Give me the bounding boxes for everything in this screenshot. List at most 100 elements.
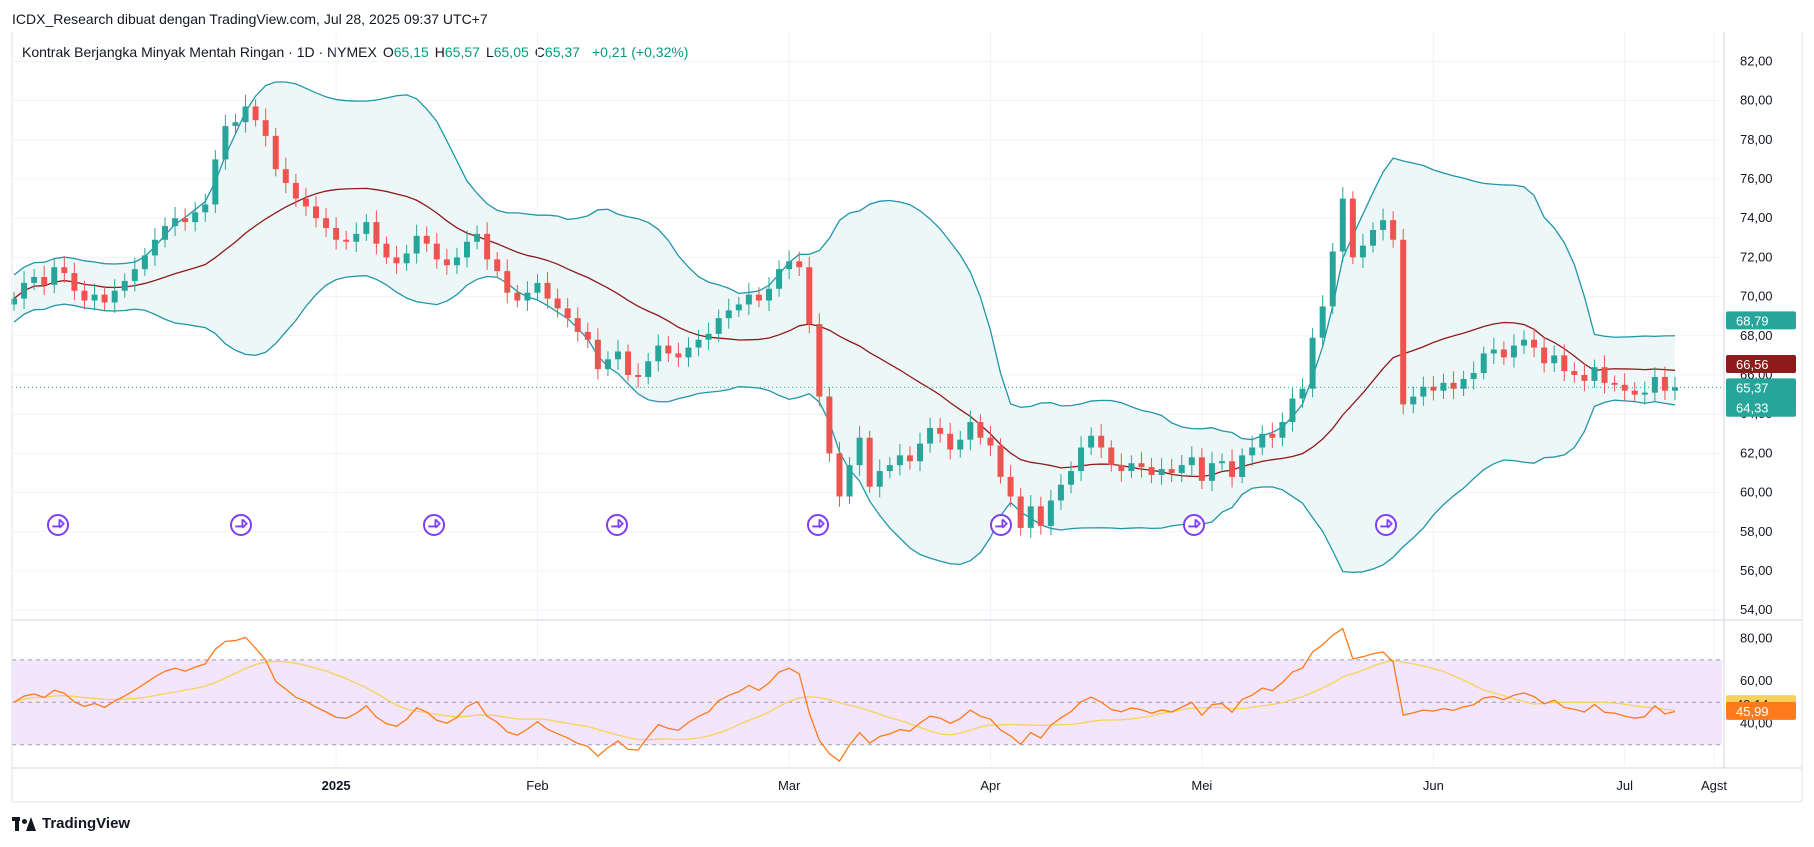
middle-band-line <box>13 187 1676 478</box>
candle-body <box>514 292 521 301</box>
price-tick-label: 58,00 <box>1740 524 1773 539</box>
candle-body <box>383 243 390 258</box>
open-value: 65,15 <box>393 44 429 60</box>
dividend-arrow-icon <box>1183 514 1205 536</box>
candle-body <box>1601 367 1608 383</box>
candle-body <box>504 271 511 293</box>
tradingview-logo[interactable]: TradingView <box>12 815 130 832</box>
candle-body <box>1027 506 1034 528</box>
candle-body <box>1591 367 1598 381</box>
candle-body <box>1339 198 1346 252</box>
candle-body <box>745 294 752 305</box>
candle-body <box>1561 355 1568 372</box>
candle-body <box>584 331 591 340</box>
candle-body <box>776 269 783 289</box>
candle-body <box>1521 339 1527 346</box>
candle-body <box>111 290 118 303</box>
candle-body <box>645 361 652 377</box>
candle-body <box>1289 398 1296 423</box>
low-value: 65,05 <box>493 44 529 60</box>
rsi-pane <box>12 627 1722 763</box>
candle-body <box>21 282 28 299</box>
rsi-tick-label: 60,00 <box>1740 673 1773 688</box>
candle-body <box>524 292 531 301</box>
candle-body <box>766 288 772 301</box>
price-label-box <box>1726 355 1796 374</box>
candle-body <box>856 437 863 466</box>
candle-body <box>323 218 330 228</box>
candle-body <box>413 235 420 254</box>
candle-body <box>232 122 239 127</box>
candle-body <box>1249 447 1256 456</box>
event-marker-ring <box>1183 514 1205 536</box>
candle-body <box>1098 435 1105 448</box>
high-value: 65,57 <box>444 44 480 60</box>
candle-body <box>886 465 893 472</box>
candle-body <box>1219 461 1225 464</box>
candle-body <box>31 277 38 283</box>
dividend-arrow-icon <box>1375 514 1397 536</box>
price-tick-label: 78,00 <box>1740 132 1773 147</box>
dividend-arrow-icon <box>423 514 445 536</box>
candle-body <box>1359 245 1366 258</box>
candle-body <box>1390 220 1397 240</box>
price-tick-label: 62,00 <box>1740 445 1773 460</box>
candle-body <box>1118 465 1125 472</box>
candle-body <box>876 471 883 487</box>
candle-body <box>172 218 179 227</box>
candle-body <box>675 353 682 358</box>
candle-body <box>1037 506 1044 526</box>
bollinger-bands <box>12 81 1722 574</box>
candle-body <box>393 257 400 264</box>
candle-body <box>917 443 923 462</box>
open-label: O <box>382 44 394 60</box>
candle-body <box>796 261 803 268</box>
event-marker-arrow <box>235 518 248 529</box>
event-markers <box>47 514 1397 536</box>
candle-body <box>1661 376 1668 391</box>
candle-body <box>1672 387 1678 391</box>
time-tick-label: Agst <box>1701 778 1727 793</box>
time-tick-label: Feb <box>526 778 548 793</box>
event-marker-arrow <box>611 518 624 529</box>
candle-body <box>1450 382 1457 389</box>
candle-body <box>1480 353 1487 374</box>
candle-body <box>272 135 279 170</box>
candle-body <box>363 222 370 234</box>
price-label-box <box>1726 311 1796 330</box>
candle-body <box>957 439 964 450</box>
candle-body <box>433 243 440 260</box>
high-label: H <box>434 44 445 60</box>
candle-body <box>987 437 994 446</box>
price-label-box <box>1726 398 1796 417</box>
candle-body <box>121 280 128 291</box>
event-marker-arrow <box>812 518 825 529</box>
rsi-value-label: 45,99 <box>1736 704 1769 719</box>
candle-body <box>202 204 209 213</box>
candle-body <box>141 255 148 270</box>
event-marker-ring <box>990 514 1012 536</box>
event-marker-ring <box>423 514 445 536</box>
price-label: 65,37 <box>1736 380 1769 395</box>
candle-body <box>896 455 903 466</box>
tradingview-logo-text: TradingView <box>42 815 131 832</box>
time-tick-label: Jun <box>1423 778 1444 793</box>
candle-body <box>544 282 551 299</box>
candle-body <box>222 126 229 160</box>
rsi-ma-line <box>13 659 1676 741</box>
candle-body <box>91 294 98 301</box>
candle-body <box>1078 447 1085 472</box>
candle-body <box>443 259 450 266</box>
candle-body <box>1239 455 1246 477</box>
candle-body <box>1148 467 1155 475</box>
upper-band-line <box>13 81 1676 441</box>
candle-body <box>1611 382 1618 385</box>
candle-body <box>1057 484 1064 501</box>
event-marker-arrow <box>52 518 65 529</box>
symbol-name: Kontrak Berjangka Minyak Mentah Ringan ·… <box>22 44 377 60</box>
candle-body <box>1631 390 1638 395</box>
event-marker-ring <box>230 514 252 536</box>
event-marker-ring <box>47 514 69 536</box>
